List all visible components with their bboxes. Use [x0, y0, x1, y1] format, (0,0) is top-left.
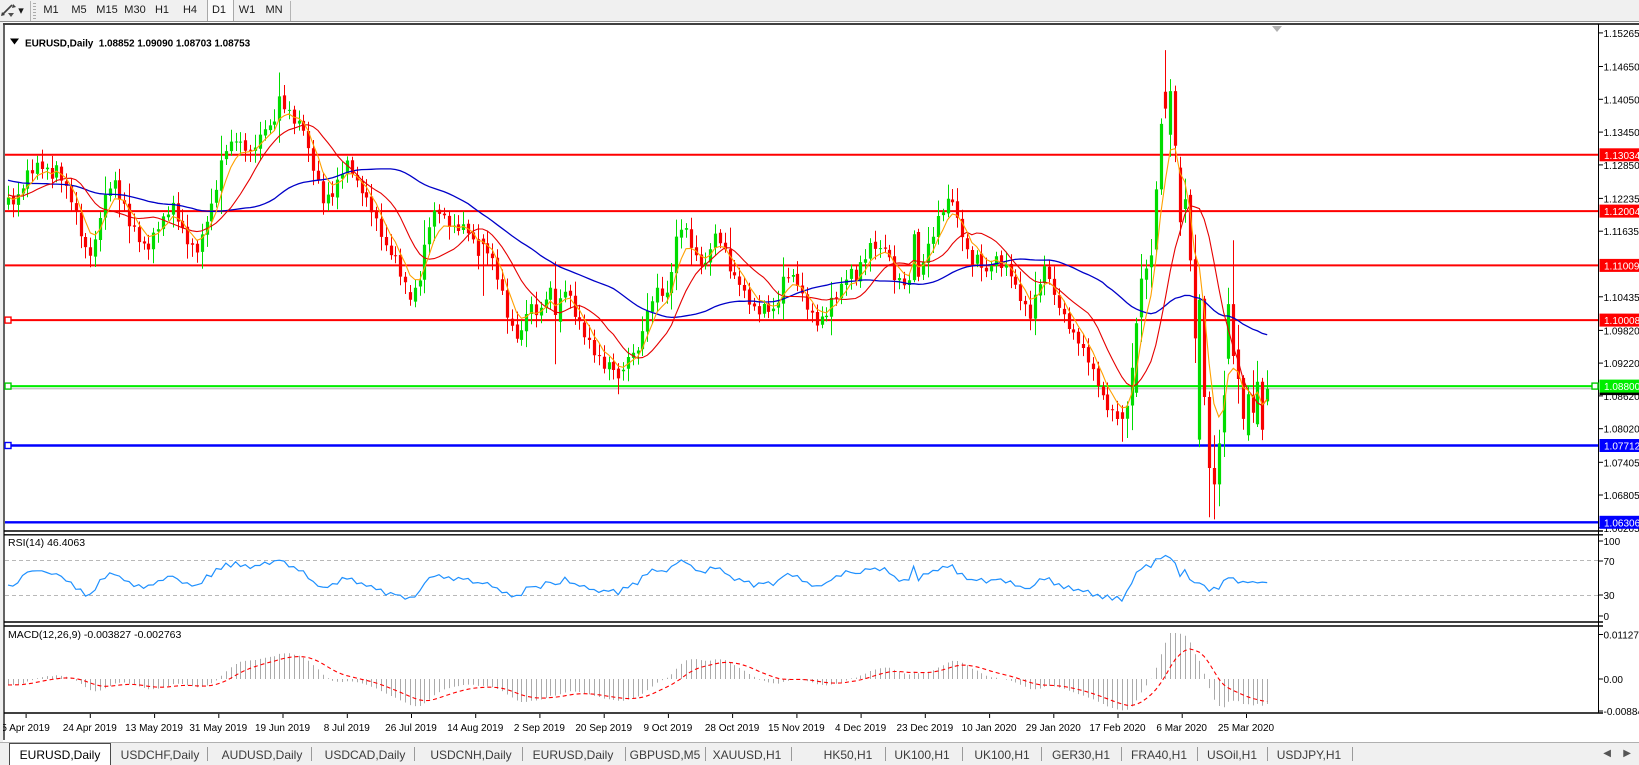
svg-text:1.08800: 1.08800	[1604, 382, 1639, 393]
svg-text:24 Apr 2019: 24 Apr 2019	[63, 723, 117, 734]
svg-text:70: 70	[1604, 557, 1616, 568]
svg-text:26 Jul 2019: 26 Jul 2019	[385, 723, 437, 734]
svg-text:13 May 2019: 13 May 2019	[125, 723, 183, 734]
svg-text:1.11009: 1.11009	[1604, 261, 1639, 272]
svg-text:17 Feb 2020: 17 Feb 2020	[1089, 723, 1146, 734]
svg-text:1.12004: 1.12004	[1604, 207, 1639, 218]
svg-text:0.011277: 0.011277	[1604, 631, 1639, 642]
svg-text:1.09220: 1.09220	[1604, 359, 1639, 370]
svg-text:1.12235: 1.12235	[1604, 194, 1639, 205]
svg-text:MACD(12,26,9) -0.003827 -0.002: MACD(12,26,9) -0.003827 -0.002763	[8, 629, 182, 641]
svg-text:0: 0	[1604, 612, 1610, 623]
svg-text:28 Oct 2019: 28 Oct 2019	[705, 723, 760, 734]
svg-text:1.07712: 1.07712	[1604, 442, 1639, 453]
svg-text:1.06205: 1.06205	[1604, 524, 1639, 535]
svg-text:1.11635: 1.11635	[1604, 227, 1639, 238]
svg-text:0.00: 0.00	[1604, 675, 1624, 686]
svg-text:1.14650: 1.14650	[1604, 63, 1639, 74]
svg-text:1.10435: 1.10435	[1604, 293, 1639, 304]
svg-text:1.09820: 1.09820	[1604, 326, 1639, 337]
svg-text:25 Mar 2020: 25 Mar 2020	[1218, 723, 1275, 734]
svg-text:8 Jul 2019: 8 Jul 2019	[324, 723, 371, 734]
svg-text:23 Dec 2019: 23 Dec 2019	[896, 723, 953, 734]
svg-text:1.14050: 1.14050	[1604, 95, 1639, 106]
svg-text:5 Apr 2019: 5 Apr 2019	[1, 723, 50, 734]
svg-text:19 Jun 2019: 19 Jun 2019	[255, 723, 310, 734]
svg-text:1.07405: 1.07405	[1604, 458, 1639, 469]
svg-text:1.13034: 1.13034	[1604, 151, 1639, 162]
svg-text:20 Sep 2019: 20 Sep 2019	[575, 723, 632, 734]
svg-text:EURUSD,Daily 1.08852 1.09090: EURUSD,Daily 1.08852 1.09090 1.08703 1.0…	[25, 39, 251, 50]
svg-text:1.10008: 1.10008	[1604, 316, 1639, 327]
svg-text:6 Mar 2020: 6 Mar 2020	[1156, 723, 1207, 734]
svg-text:1.08620: 1.08620	[1604, 392, 1639, 403]
svg-text:1.12850: 1.12850	[1604, 161, 1639, 172]
svg-text:9 Oct 2019: 9 Oct 2019	[643, 723, 692, 734]
svg-text:2 Sep 2019: 2 Sep 2019	[514, 723, 566, 734]
svg-text:1.13450: 1.13450	[1604, 128, 1639, 139]
svg-text:14 Aug 2019: 14 Aug 2019	[447, 723, 504, 734]
svg-text:30: 30	[1604, 591, 1616, 602]
svg-text:100: 100	[1604, 537, 1621, 548]
svg-text:1.15265: 1.15265	[1604, 29, 1639, 40]
svg-text:1.06306: 1.06306	[1604, 518, 1639, 529]
svg-text:1.06805: 1.06805	[1604, 491, 1639, 502]
svg-text:31 May 2019: 31 May 2019	[189, 723, 247, 734]
svg-text:1.08020: 1.08020	[1604, 425, 1639, 436]
svg-text:-0.008845: -0.008845	[1604, 707, 1639, 718]
svg-text:10 Jan 2020: 10 Jan 2020	[962, 723, 1017, 734]
svg-text:RSI(14) 46.4063: RSI(14) 46.4063	[8, 537, 85, 549]
svg-text:15 Nov 2019: 15 Nov 2019	[768, 723, 825, 734]
svg-text:4 Dec 2019: 4 Dec 2019	[835, 723, 887, 734]
svg-text:29 Jan 2020: 29 Jan 2020	[1026, 723, 1081, 734]
